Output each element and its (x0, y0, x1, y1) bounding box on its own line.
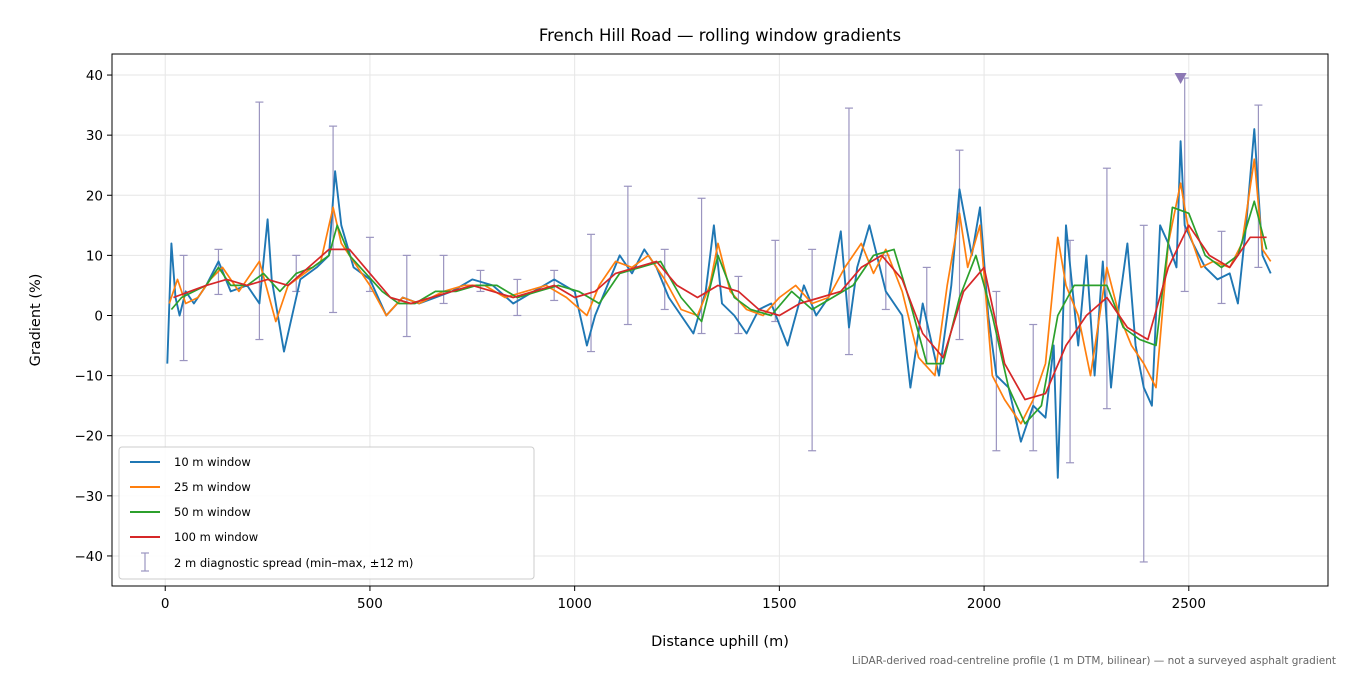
legend-label-10m: 10 m window (174, 455, 251, 469)
errorbar (623, 185, 632, 326)
errorbar-layer (179, 77, 1263, 563)
errorbar (1029, 323, 1038, 452)
series-line-0 (166, 128, 1272, 479)
x-tick-label: 1000 (557, 596, 591, 612)
x-axis-label: Distance uphill (m) (651, 634, 789, 650)
legend-label-50m: 50 m window (174, 505, 251, 519)
errorbar (402, 254, 411, 338)
legend: 10 m window 25 m window 50 m window 100 … (118, 446, 535, 580)
footnote: LiDAR-derived road-centreline profile (1… (852, 655, 1336, 667)
series-line-3 (173, 224, 1267, 401)
y-tick-label: −10 (75, 369, 104, 385)
axis-ticks: 0 500 1000 1500 2000 2500 −40 −30 −20 −10 0 10 20 30 4… (75, 68, 1206, 612)
errorbar (329, 125, 338, 314)
errorbar (808, 248, 817, 452)
grid (112, 54, 1328, 586)
errorbar (697, 197, 706, 335)
y-tick-label: 0 (94, 308, 103, 324)
series-layer (166, 128, 1272, 479)
y-tick-label: 30 (86, 128, 103, 144)
errorbar (365, 236, 374, 293)
x-tick-label: 2000 (967, 596, 1001, 612)
legend-box (118, 446, 535, 580)
y-tick-label: −20 (75, 429, 104, 445)
y-tick-label: −30 (75, 489, 104, 505)
legend-label-25m: 25 m window (174, 480, 251, 494)
y-tick-label: 40 (86, 68, 103, 84)
x-tick-label: 2500 (1172, 596, 1206, 612)
marker-layer (1174, 73, 1187, 85)
legend-label-100m: 100 m window (174, 530, 258, 544)
legend-swatch-errorbar (141, 552, 149, 572)
y-tick-label: −40 (75, 549, 104, 565)
x-tick-label: 0 (161, 596, 170, 612)
errorbar (734, 275, 743, 335)
y-axis-label: Gradient (%) (28, 274, 44, 367)
plot-frame (111, 53, 1329, 587)
peak-marker (1174, 73, 1187, 85)
x-tick-label: 1500 (762, 596, 796, 612)
legend-label-errorbar: 2 m diagnostic spread (min–max, ±12 m) (174, 556, 413, 570)
errorbar (955, 149, 964, 341)
y-tick-label: 20 (86, 188, 103, 204)
y-tick-label: 10 (86, 248, 103, 264)
series-line-2 (170, 200, 1268, 425)
x-tick-label: 500 (357, 596, 383, 612)
errorbar (1102, 167, 1111, 410)
errorbar (179, 254, 188, 362)
errorbar (844, 107, 853, 356)
errorbar (1139, 224, 1148, 563)
chart-title: French Hill Road — rolling window gradie… (539, 26, 901, 45)
errorbar (439, 254, 448, 305)
